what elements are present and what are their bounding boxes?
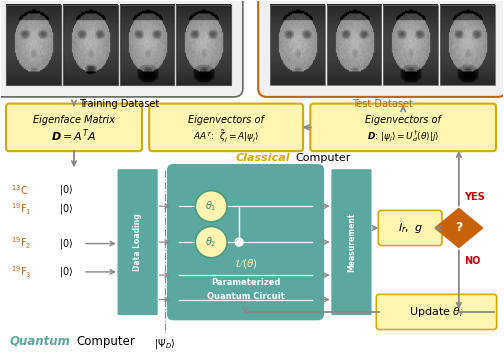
Text: Quantum: Quantum [10, 335, 70, 348]
FancyBboxPatch shape [310, 104, 496, 151]
Text: Eigenface Matrix: Eigenface Matrix [33, 115, 115, 125]
FancyBboxPatch shape [166, 163, 325, 321]
FancyBboxPatch shape [6, 104, 142, 151]
Text: $AA^{T}$:  $\tilde{\zeta}_j = A|\psi_j\rangle$: $AA^{T}$: $\tilde{\zeta}_j = A|\psi_j\ra… [193, 128, 259, 144]
Text: $^{19}$F$_1$: $^{19}$F$_1$ [11, 202, 32, 217]
Text: Test Dataset: Test Dataset [352, 99, 413, 109]
Text: Classical: Classical [235, 153, 290, 163]
Bar [270, 5, 325, 85]
Text: $\theta_2$: $\theta_2$ [206, 235, 217, 249]
Bar [7, 5, 61, 85]
Text: Training Dataset: Training Dataset [79, 99, 159, 109]
Text: $|0\rangle$: $|0\rangle$ [59, 236, 74, 251]
FancyBboxPatch shape [258, 0, 504, 97]
Text: Computer: Computer [296, 153, 351, 163]
Polygon shape [435, 208, 483, 247]
Text: NO: NO [464, 256, 480, 266]
Text: $\mathcal{U}(\theta)$: $\mathcal{U}(\theta)$ [233, 257, 258, 270]
Text: Measurement: Measurement [347, 212, 356, 272]
Text: Data Loading: Data Loading [133, 213, 142, 271]
Text: $I_r,\ g$: $I_r,\ g$ [398, 221, 422, 235]
Text: Parameterized: Parameterized [211, 278, 280, 287]
Text: $^{19}$F$_3$: $^{19}$F$_3$ [11, 264, 32, 280]
FancyBboxPatch shape [117, 169, 158, 316]
Text: $|\Psi_D\rangle$: $|\Psi_D\rangle$ [154, 337, 176, 351]
Text: YES: YES [464, 192, 484, 202]
Bar [383, 5, 438, 85]
Text: $\theta_1$: $\theta_1$ [206, 199, 217, 213]
Text: $^{19}$F$_2$: $^{19}$F$_2$ [11, 236, 32, 251]
Bar [120, 5, 174, 85]
Text: Computer: Computer [76, 335, 135, 348]
Circle shape [196, 191, 227, 222]
Text: Eigenvectors of: Eigenvectors of [365, 115, 441, 125]
FancyBboxPatch shape [379, 211, 442, 246]
Text: $^{13}$C: $^{13}$C [11, 183, 29, 197]
FancyBboxPatch shape [376, 294, 496, 329]
FancyBboxPatch shape [0, 0, 243, 97]
Text: $\boldsymbol{D} = A^T A$: $\boldsymbol{D} = A^T A$ [51, 128, 97, 144]
Bar [63, 5, 118, 85]
Text: $|0\rangle$: $|0\rangle$ [59, 183, 74, 197]
Bar [120, 5, 174, 85]
Text: $\boldsymbol{D}$: $|\psi_j\rangle = U_d^{\dagger}(\theta)|j\rangle$: $\boldsymbol{D}$: $|\psi_j\rangle = U_d^… [367, 129, 439, 144]
Text: $|0\rangle$: $|0\rangle$ [59, 265, 74, 279]
Circle shape [196, 226, 227, 258]
Text: Quantum Circuit: Quantum Circuit [207, 292, 284, 301]
Text: ?: ? [455, 222, 463, 234]
Bar [176, 5, 231, 85]
Bar [327, 5, 382, 85]
Text: Eigenvectors of: Eigenvectors of [188, 115, 264, 125]
FancyBboxPatch shape [331, 169, 372, 316]
Bar [440, 5, 494, 85]
Bar [176, 5, 231, 85]
Bar [7, 5, 61, 85]
FancyBboxPatch shape [149, 104, 303, 151]
Bar [63, 5, 118, 85]
Text: $|0\rangle$: $|0\rangle$ [59, 202, 74, 217]
Text: Update $\theta_i$: Update $\theta_i$ [409, 305, 464, 319]
